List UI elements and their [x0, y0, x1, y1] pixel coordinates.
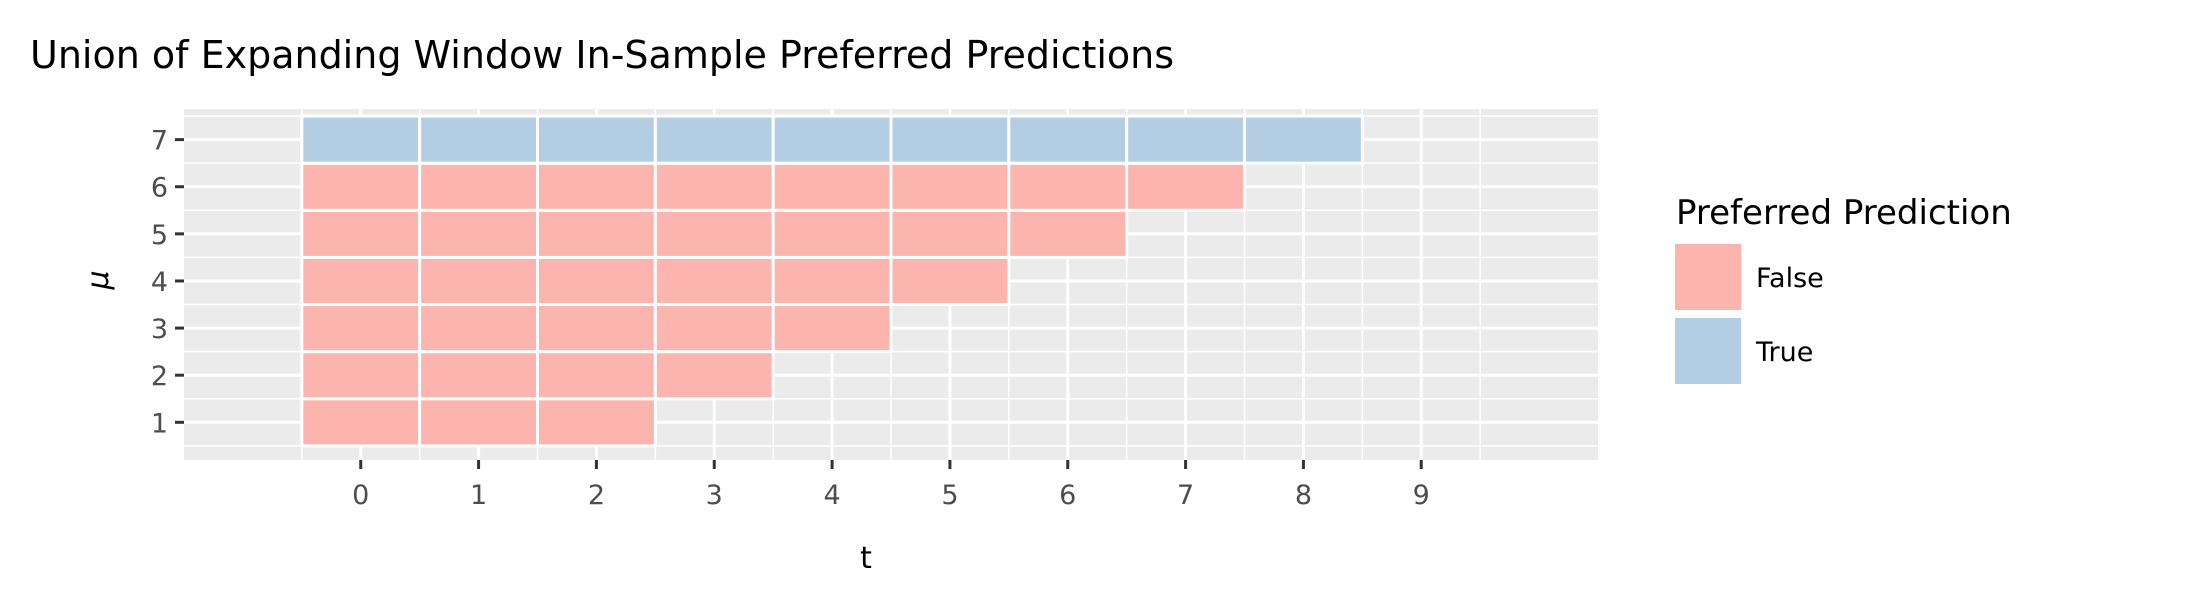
x-tick-label: 5	[941, 480, 958, 511]
x-tick-label: 9	[1413, 480, 1430, 511]
heatmap-cell-t1-mu3-false	[418, 303, 539, 354]
y-tick-label: 4	[151, 267, 168, 298]
y-axis-title: μ	[81, 270, 116, 290]
heatmap-cell-t0-mu2-false	[300, 350, 422, 401]
heatmap-cell-t4-mu5-false	[771, 208, 893, 259]
heatmap-cell-t4-mu6-false	[771, 161, 893, 212]
y-axis: 1 2 3 4 5 6 7	[151, 126, 184, 439]
heatmap-cell-t3-mu2-false	[653, 350, 775, 401]
heatmap-cell-t6-mu5-false	[1007, 208, 1129, 259]
y-tick-label: 7	[151, 126, 168, 157]
x-tick-label: 3	[706, 480, 723, 511]
x-axis-title: t	[860, 541, 872, 576]
heatmap-cell-t1-mu4-false	[418, 255, 539, 307]
heatmap-cells	[300, 114, 1364, 448]
heatmap-cell-t1-mu5-false	[418, 208, 539, 259]
heatmap-cell-t2-mu3-false	[536, 303, 657, 354]
heatmap-cell-t0-mu3-false	[300, 303, 422, 354]
heatmap-cell-t5-mu6-false	[889, 161, 1011, 212]
heatmap-cell-t5-mu7-true	[889, 114, 1011, 165]
x-tick-label: 8	[1295, 480, 1312, 511]
legend-key-false	[1675, 244, 1741, 310]
heatmap-cell-t5-mu4-false	[889, 255, 1011, 307]
y-tick-label: 5	[151, 220, 168, 251]
x-tick-label: 1	[470, 480, 487, 511]
x-tick-label: 4	[823, 480, 840, 511]
heatmap-cell-t4-mu4-false	[771, 255, 893, 307]
heatmap-cell-t0-mu7-true	[300, 114, 422, 165]
heatmap-cell-t0-mu1-false	[300, 397, 422, 448]
chart-title: Union of Expanding Window In-Sample Pref…	[30, 33, 1174, 77]
legend-key-true	[1675, 318, 1741, 384]
x-tick-label: 7	[1177, 480, 1194, 511]
heatmap-cell-t2-mu2-false	[536, 350, 657, 401]
heatmap-cell-t5-mu5-false	[889, 208, 1011, 259]
heatmap-cell-t1-mu7-true	[418, 114, 539, 165]
legend-title: Preferred Prediction	[1676, 193, 2012, 233]
x-tick-label: 2	[588, 480, 605, 511]
heatmap-cell-t3-mu5-false	[653, 208, 775, 259]
legend: Preferred Prediction False True	[1675, 193, 2012, 384]
y-tick-label: 2	[151, 361, 168, 392]
heatmap-cell-t7-mu6-false	[1125, 161, 1246, 212]
legend-label-false: False	[1756, 263, 1824, 294]
x-axis: 0 1 2 3 4 5 6 7 8 9	[352, 460, 1430, 511]
heatmap-cell-t7-mu7-true	[1125, 114, 1246, 165]
heatmap-cell-t6-mu6-false	[1007, 161, 1129, 212]
heatmap-cell-t2-mu7-true	[536, 114, 657, 165]
x-tick-label: 6	[1059, 480, 1076, 511]
y-tick-label: 3	[151, 314, 168, 345]
legend-label-true: True	[1755, 337, 1813, 368]
heatmap-cell-t4-mu3-false	[771, 303, 893, 354]
heatmap-cell-t2-mu6-false	[536, 161, 657, 212]
heatmap-cell-t1-mu2-false	[418, 350, 539, 401]
heatmap-cell-t2-mu1-false	[536, 397, 657, 448]
heatmap-cell-t6-mu7-true	[1007, 114, 1129, 165]
heatmap-cell-t3-mu6-false	[653, 161, 775, 212]
heatmap-cell-t3-mu4-false	[653, 255, 775, 307]
heatmap-cell-t1-mu1-false	[418, 397, 539, 448]
heatmap-cell-t3-mu3-false	[653, 303, 775, 354]
heatmap-cell-t2-mu4-false	[536, 255, 657, 307]
heatmap-cell-t0-mu4-false	[300, 255, 422, 307]
x-tick-label: 0	[352, 480, 369, 511]
heatmap-cell-t0-mu6-false	[300, 161, 422, 212]
heatmap-cell-t2-mu5-false	[536, 208, 657, 259]
heatmap-cell-t1-mu6-false	[418, 161, 539, 212]
y-tick-label: 1	[151, 408, 168, 439]
heatmap-cell-t8-mu7-true	[1243, 114, 1364, 165]
heatmap-cell-t3-mu7-true	[653, 114, 775, 165]
y-tick-label: 6	[151, 173, 168, 204]
heatmap-cell-t0-mu5-false	[300, 208, 422, 259]
heatmap-cell-t4-mu7-true	[771, 114, 893, 165]
